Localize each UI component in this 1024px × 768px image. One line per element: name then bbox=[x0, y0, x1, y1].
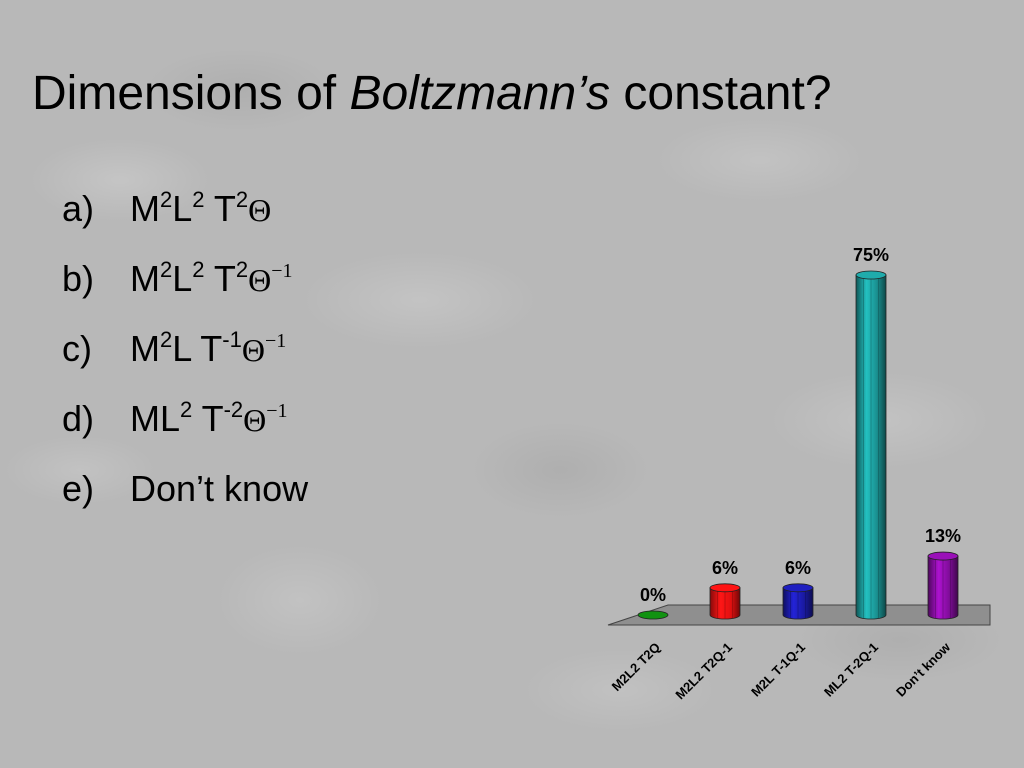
category-tick-label: M2L2 T2Q-1 bbox=[672, 640, 735, 703]
option-text-part: M bbox=[130, 328, 160, 369]
option-text-part: Don’t know bbox=[130, 468, 309, 509]
option-text: ML2 T-2Θ−1 bbox=[130, 398, 288, 440]
option-text-part: M bbox=[130, 258, 160, 299]
option-text-part: −1 bbox=[271, 260, 293, 282]
option-text-part: −1 bbox=[266, 400, 288, 422]
option-text-part: 2 bbox=[160, 257, 173, 282]
option-letter: d) bbox=[62, 398, 95, 439]
option-text-part: Θ bbox=[243, 402, 267, 438]
bar-cap bbox=[709, 583, 741, 593]
answer-option: e) Don’t know bbox=[62, 468, 308, 538]
answer-options: a) M2L2 T2Θ b) M2L2 T2Θ−1 c) M2L T-1Θ−1 d) ML2 … bbox=[62, 188, 308, 538]
option-text-part: -2 bbox=[223, 397, 244, 422]
option-letter: e) bbox=[62, 468, 95, 509]
option-text-part: 2 bbox=[235, 257, 249, 282]
option-text-part: T bbox=[204, 258, 236, 299]
option-text-part: 2 bbox=[160, 187, 173, 212]
option-text-part: Θ bbox=[248, 262, 272, 298]
title-italic-name: Boltzmann’s bbox=[349, 67, 611, 120]
answer-option: c) M2L T-1Θ−1 bbox=[62, 328, 308, 398]
option-text-part: T bbox=[204, 188, 236, 229]
bar-cap bbox=[637, 610, 669, 620]
option-text-part: Θ bbox=[248, 192, 272, 228]
option-text-part: Θ bbox=[241, 332, 265, 368]
option-text-part: T bbox=[192, 398, 224, 439]
option-letter: b) bbox=[62, 258, 95, 299]
category-tick-label: Don’t know bbox=[893, 639, 954, 700]
option-text: M2L2 T2Θ bbox=[130, 188, 271, 230]
bar-data-label: 0% bbox=[640, 585, 666, 605]
option-text-part: 2 bbox=[180, 397, 193, 422]
option-text-part: 2 bbox=[192, 187, 205, 212]
results-bar-chart: 0% M2L2 T2Q 6% M2L2 T2Q-1 6% M2L T-1Q-1 75% ML2… bbox=[607, 245, 991, 703]
bar-cap bbox=[855, 270, 887, 280]
bar-data-label: 6% bbox=[712, 558, 738, 578]
answer-option: d) ML2 T-2Θ−1 bbox=[62, 398, 308, 468]
option-text-part: M bbox=[130, 188, 160, 229]
option-text-part: 2 bbox=[160, 327, 173, 352]
option-text-part: −1 bbox=[264, 330, 287, 352]
slide-title: Dimensions of Boltzmann’s constant? bbox=[32, 67, 832, 120]
bar-cap bbox=[927, 551, 959, 561]
bar-data-label: 75% bbox=[853, 245, 889, 265]
option-letter: c) bbox=[62, 328, 92, 369]
option-text-part: 2 bbox=[235, 187, 249, 212]
option-text-part: -1 bbox=[222, 327, 242, 352]
bar-data-label: 13% bbox=[925, 526, 961, 546]
option-text: M2L2 T2Θ−1 bbox=[130, 258, 293, 300]
option-text-part: L bbox=[172, 258, 193, 299]
answer-option: a) M2L2 T2Θ bbox=[62, 188, 308, 258]
option-text-part: L T bbox=[172, 328, 223, 369]
option-text-part: L bbox=[172, 188, 193, 229]
option-letter: a) bbox=[62, 188, 95, 229]
category-tick-label: M2L2 T2Q bbox=[609, 640, 664, 695]
answer-option: b) M2L2 T2Θ−1 bbox=[62, 258, 308, 328]
category-tick-label: M2L T-1Q-1 bbox=[748, 640, 808, 700]
option-text: M2L T-1Θ−1 bbox=[130, 328, 286, 370]
bar-data-label: 6% bbox=[785, 558, 811, 578]
bar-cap bbox=[782, 583, 814, 593]
option-text-part: ML bbox=[130, 398, 181, 439]
category-tick-label: ML2 T-2Q-1 bbox=[821, 640, 881, 700]
option-text: Don’t know bbox=[130, 468, 308, 510]
option-text-part: 2 bbox=[192, 257, 205, 282]
